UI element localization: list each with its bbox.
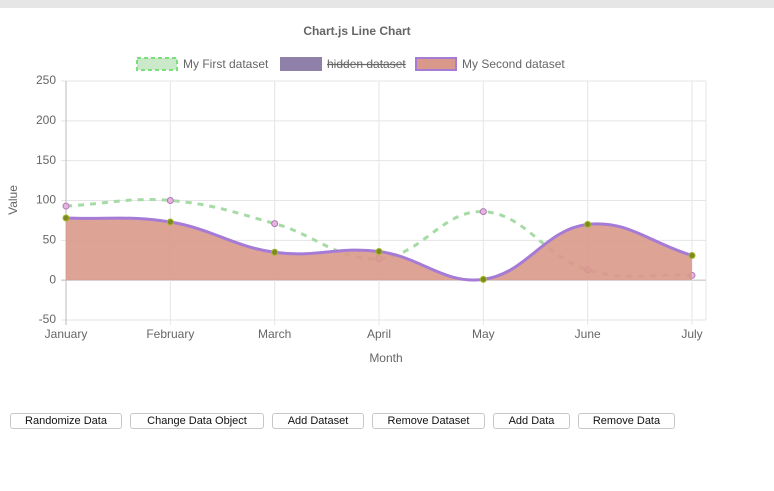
button[interactable]: Add Data bbox=[493, 413, 570, 429]
x-tick-label: June bbox=[575, 327, 601, 341]
point bbox=[479, 275, 487, 283]
legend-swatch bbox=[136, 57, 178, 71]
legend-swatch bbox=[280, 57, 322, 71]
point bbox=[479, 208, 487, 216]
y-tick-label: 100 bbox=[36, 193, 56, 207]
x-tick-label: July bbox=[681, 327, 702, 341]
chart-title: Chart.js Line Chart bbox=[303, 24, 410, 38]
button[interactable]: Randomize Data bbox=[10, 413, 122, 429]
point bbox=[688, 251, 696, 259]
button[interactable]: Remove Data bbox=[578, 413, 675, 429]
x-tick-label: April bbox=[367, 327, 391, 341]
y-tick-label: 200 bbox=[36, 113, 56, 127]
legend-label: hidden dataset bbox=[327, 57, 406, 71]
legend-label: My First dataset bbox=[183, 57, 269, 71]
point bbox=[62, 202, 70, 210]
y-axis-label: Value bbox=[6, 185, 20, 215]
point bbox=[271, 220, 279, 228]
button[interactable]: Change Data Object bbox=[130, 413, 264, 429]
x-tick-label: February bbox=[146, 327, 194, 341]
button[interactable]: Remove Dataset bbox=[372, 413, 485, 429]
browser-chrome bbox=[0, 0, 774, 8]
y-tick-label: 150 bbox=[36, 153, 56, 167]
point bbox=[166, 197, 174, 204]
y-tick-label: 250 bbox=[36, 73, 56, 87]
x-tick-label: March bbox=[258, 327, 291, 341]
point bbox=[584, 220, 592, 228]
y-tick-label: 50 bbox=[43, 233, 57, 247]
point bbox=[166, 218, 174, 226]
legend-label: My Second dataset bbox=[462, 57, 565, 71]
point bbox=[375, 247, 383, 255]
y-tick-label: -50 bbox=[39, 312, 57, 326]
x-tick-label: May bbox=[472, 327, 495, 341]
legend-swatch bbox=[415, 57, 457, 71]
x-tick-label: January bbox=[45, 327, 88, 341]
x-axis-label: Month bbox=[369, 351, 402, 365]
y-tick-label: 0 bbox=[49, 272, 56, 286]
point bbox=[62, 214, 70, 222]
area bbox=[66, 218, 692, 281]
button[interactable]: Add Dataset bbox=[272, 413, 364, 429]
point bbox=[271, 248, 279, 256]
